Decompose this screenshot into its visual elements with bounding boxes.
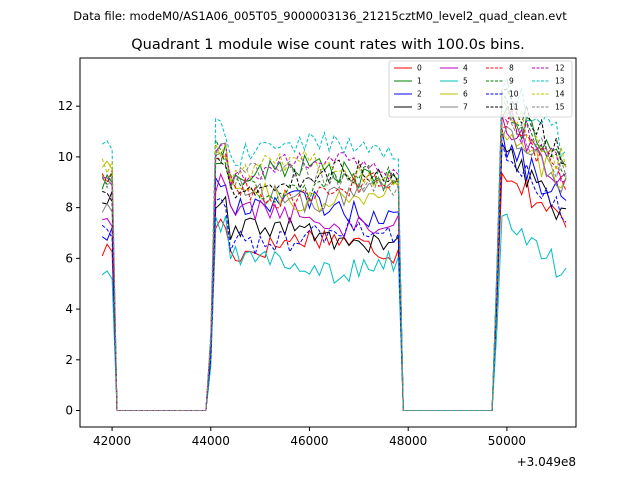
legend-label-3: 3 bbox=[417, 103, 422, 112]
y-tick-label: 6 bbox=[65, 251, 73, 265]
x-tick-label: 50000 bbox=[488, 434, 526, 448]
plot-frame bbox=[79, 57, 577, 428]
legend-label-10: 10 bbox=[509, 90, 519, 99]
series-line-13 bbox=[101, 75, 567, 411]
legend-label-4: 4 bbox=[463, 64, 468, 73]
plot-lines bbox=[101, 75, 567, 411]
legend-label-13: 13 bbox=[555, 77, 565, 86]
y-tick-label: 8 bbox=[65, 201, 73, 215]
series-line-12 bbox=[102, 109, 567, 411]
x-tick-label: 42000 bbox=[93, 434, 131, 448]
chart-suptitle: Data file: modeM0/AS1A06_005T05_90000031… bbox=[73, 9, 567, 23]
series-line-1 bbox=[101, 106, 567, 411]
legend-label-8: 8 bbox=[509, 64, 514, 73]
y-tick-label: 2 bbox=[65, 353, 73, 367]
legend-label-14: 14 bbox=[555, 90, 565, 99]
legend-box bbox=[388, 60, 573, 118]
legend-label-1: 1 bbox=[417, 77, 422, 86]
legend-label-9: 9 bbox=[509, 77, 514, 86]
legend-label-6: 6 bbox=[463, 90, 468, 99]
y-tick-label: 4 bbox=[65, 302, 73, 316]
x-tick-label: 46000 bbox=[290, 434, 328, 448]
series-line-9 bbox=[101, 90, 567, 411]
legend-label-2: 2 bbox=[417, 90, 422, 99]
legend-label-11: 11 bbox=[509, 103, 519, 112]
x-tick-label: 48000 bbox=[389, 434, 427, 448]
legend-label-0: 0 bbox=[417, 64, 422, 73]
y-axis: 0 2 4 6 8 10 12 bbox=[58, 99, 80, 418]
x-axis-offset-label: +3.049e8 bbox=[517, 455, 576, 469]
y-tick-label: 12 bbox=[58, 99, 73, 113]
series-line-4 bbox=[102, 115, 567, 411]
legend-label-7: 7 bbox=[463, 103, 468, 112]
legend-label-15: 15 bbox=[555, 103, 565, 112]
x-axis: 42000 44000 46000 48000 50000 bbox=[93, 427, 526, 448]
legend-label-12: 12 bbox=[555, 64, 565, 73]
series-line-8 bbox=[101, 108, 567, 411]
chart-title: Quadrant 1 module wise count rates with … bbox=[131, 37, 525, 53]
legend-label-5: 5 bbox=[463, 77, 468, 86]
series-line-15 bbox=[101, 96, 567, 411]
y-tick-label: 10 bbox=[58, 150, 73, 164]
x-tick-label: 44000 bbox=[192, 434, 230, 448]
series-line-14 bbox=[101, 109, 567, 411]
y-tick-label: 0 bbox=[65, 404, 73, 418]
